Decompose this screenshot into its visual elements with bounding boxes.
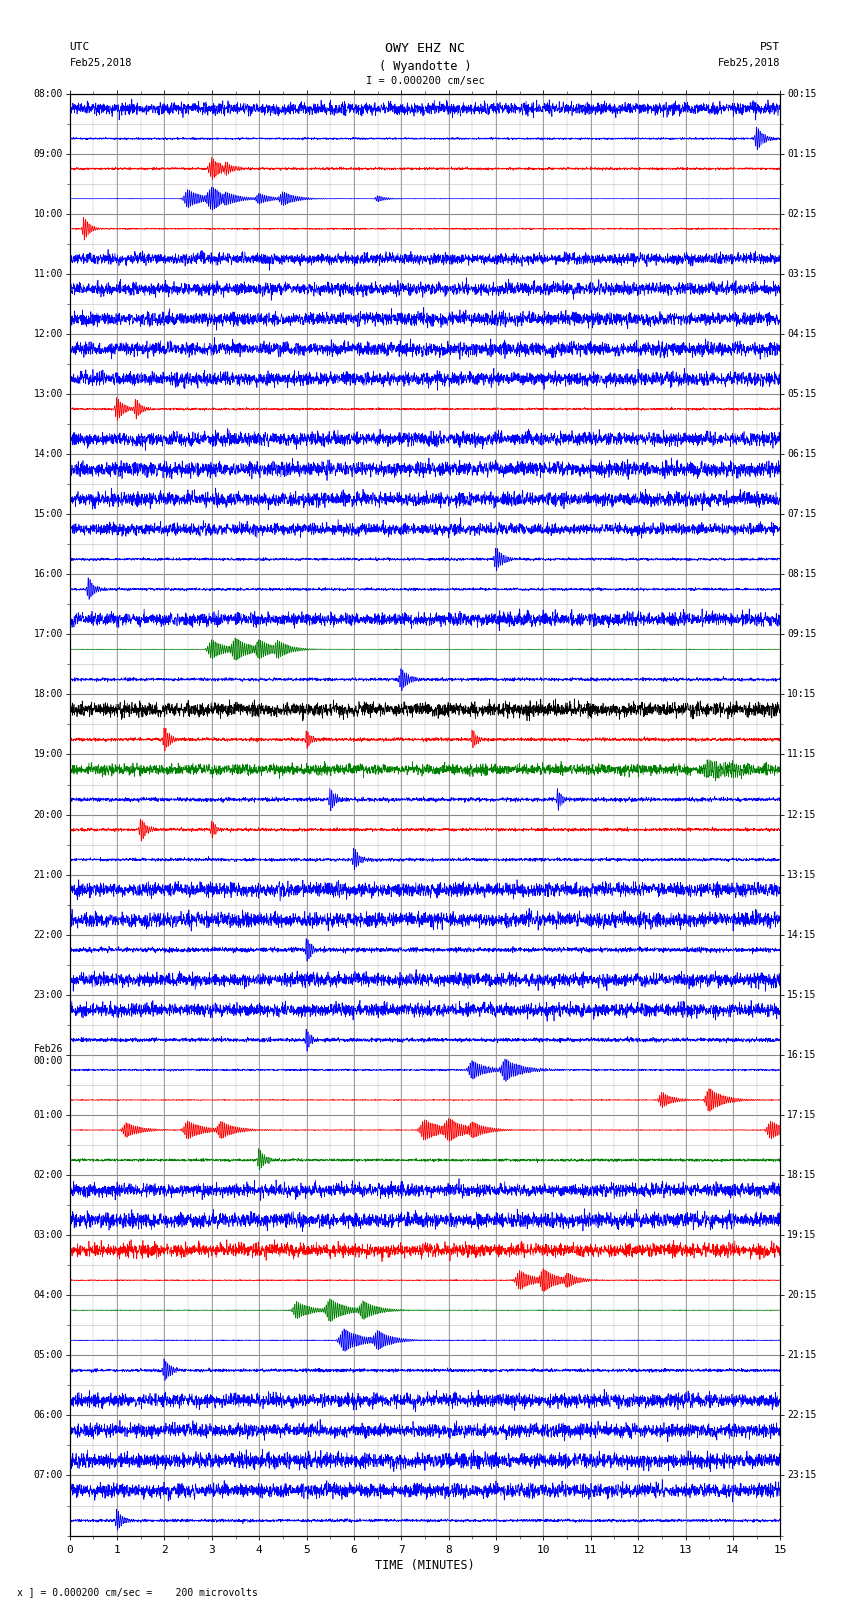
Text: Feb25,2018: Feb25,2018 [70, 58, 133, 68]
X-axis label: TIME (MINUTES): TIME (MINUTES) [375, 1558, 475, 1571]
Text: PST: PST [760, 42, 780, 52]
Text: OWY EHZ NC: OWY EHZ NC [385, 42, 465, 55]
Text: x ] = 0.000200 cm/sec =    200 microvolts: x ] = 0.000200 cm/sec = 200 microvolts [17, 1587, 258, 1597]
Text: ( Wyandotte ): ( Wyandotte ) [379, 60, 471, 73]
Text: UTC: UTC [70, 42, 90, 52]
Text: I = 0.000200 cm/sec: I = 0.000200 cm/sec [366, 76, 484, 85]
Text: Feb25,2018: Feb25,2018 [717, 58, 780, 68]
